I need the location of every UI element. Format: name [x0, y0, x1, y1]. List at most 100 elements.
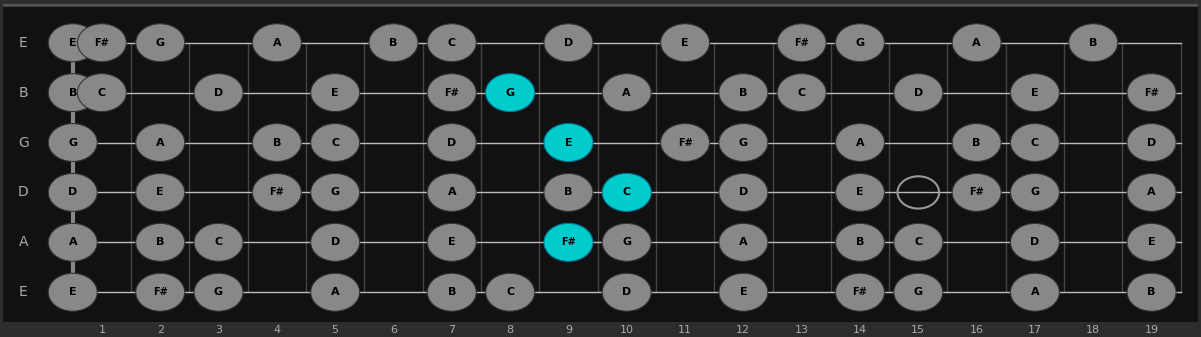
Text: E: E: [1032, 88, 1039, 98]
Text: B: B: [856, 237, 865, 247]
Ellipse shape: [252, 24, 301, 62]
Ellipse shape: [48, 174, 97, 211]
Ellipse shape: [894, 273, 943, 311]
Ellipse shape: [1069, 24, 1118, 62]
Ellipse shape: [136, 24, 185, 62]
Text: B: B: [973, 137, 981, 148]
Ellipse shape: [952, 124, 1002, 161]
Text: D: D: [447, 137, 456, 148]
Text: C: C: [1030, 137, 1039, 148]
Ellipse shape: [602, 273, 651, 311]
Text: A: A: [1030, 287, 1039, 297]
Ellipse shape: [1127, 74, 1176, 112]
Text: F#: F#: [1145, 88, 1159, 98]
Ellipse shape: [544, 24, 593, 62]
Text: D: D: [330, 237, 340, 247]
FancyBboxPatch shape: [0, 5, 1201, 337]
Text: F#: F#: [561, 237, 575, 247]
Text: 11: 11: [679, 325, 692, 335]
Ellipse shape: [428, 174, 477, 211]
Text: A: A: [448, 187, 456, 197]
Ellipse shape: [311, 124, 359, 161]
Text: A: A: [18, 235, 28, 249]
Ellipse shape: [428, 74, 477, 112]
Ellipse shape: [836, 273, 884, 311]
Ellipse shape: [485, 273, 534, 311]
Text: 12: 12: [736, 325, 751, 335]
Text: C: C: [506, 287, 514, 297]
Text: A: A: [855, 137, 865, 148]
Text: E: E: [740, 287, 747, 297]
Ellipse shape: [48, 24, 97, 62]
Ellipse shape: [77, 74, 126, 112]
Ellipse shape: [485, 74, 534, 112]
Text: B: B: [1147, 287, 1155, 297]
Text: 13: 13: [795, 325, 808, 335]
Ellipse shape: [48, 74, 97, 112]
Ellipse shape: [719, 174, 767, 211]
Text: E: E: [564, 137, 572, 148]
Ellipse shape: [836, 174, 884, 211]
Ellipse shape: [428, 24, 477, 62]
Ellipse shape: [777, 24, 826, 62]
Text: G: G: [914, 287, 922, 297]
Text: 5: 5: [331, 325, 339, 335]
Text: G: G: [330, 187, 340, 197]
Ellipse shape: [777, 74, 826, 112]
Text: A: A: [156, 137, 165, 148]
Text: A: A: [68, 237, 77, 247]
Text: D: D: [739, 187, 748, 197]
Ellipse shape: [952, 174, 1002, 211]
Ellipse shape: [136, 174, 185, 211]
Ellipse shape: [836, 24, 884, 62]
Text: 14: 14: [853, 325, 867, 335]
Ellipse shape: [602, 74, 651, 112]
Ellipse shape: [136, 273, 185, 311]
Text: G: G: [68, 137, 77, 148]
Ellipse shape: [369, 24, 418, 62]
Text: 10: 10: [620, 325, 634, 335]
Text: 7: 7: [448, 325, 455, 335]
Text: 1: 1: [98, 325, 106, 335]
Ellipse shape: [195, 273, 243, 311]
Text: C: C: [97, 88, 106, 98]
Ellipse shape: [544, 174, 593, 211]
Text: D: D: [1030, 237, 1040, 247]
Ellipse shape: [1127, 273, 1176, 311]
Ellipse shape: [311, 74, 359, 112]
Text: D: D: [914, 88, 922, 98]
Text: E: E: [331, 88, 339, 98]
Ellipse shape: [602, 174, 651, 211]
Text: G: G: [622, 237, 632, 247]
Ellipse shape: [428, 223, 477, 261]
Text: C: C: [215, 237, 222, 247]
Text: 17: 17: [1028, 325, 1042, 335]
Text: F#: F#: [794, 38, 809, 48]
Text: A: A: [622, 88, 631, 98]
Ellipse shape: [428, 273, 477, 311]
Text: C: C: [448, 38, 456, 48]
Text: B: B: [18, 86, 28, 100]
Text: D: D: [214, 88, 223, 98]
Ellipse shape: [48, 273, 97, 311]
Text: 15: 15: [912, 325, 925, 335]
Text: A: A: [973, 38, 981, 48]
Text: E: E: [156, 187, 165, 197]
Text: E: E: [1148, 237, 1155, 247]
Text: B: B: [564, 187, 573, 197]
Ellipse shape: [602, 223, 651, 261]
Text: A: A: [739, 237, 748, 247]
Ellipse shape: [311, 174, 359, 211]
Ellipse shape: [48, 124, 97, 161]
Ellipse shape: [894, 74, 943, 112]
Ellipse shape: [48, 223, 97, 261]
Text: F#: F#: [444, 88, 459, 98]
Text: F#: F#: [677, 137, 693, 148]
Ellipse shape: [1127, 223, 1176, 261]
Text: 16: 16: [969, 325, 984, 335]
Text: 19: 19: [1145, 325, 1159, 335]
Text: 6: 6: [390, 325, 398, 335]
Ellipse shape: [77, 24, 126, 62]
Text: G: G: [739, 137, 748, 148]
Text: 18: 18: [1086, 325, 1100, 335]
